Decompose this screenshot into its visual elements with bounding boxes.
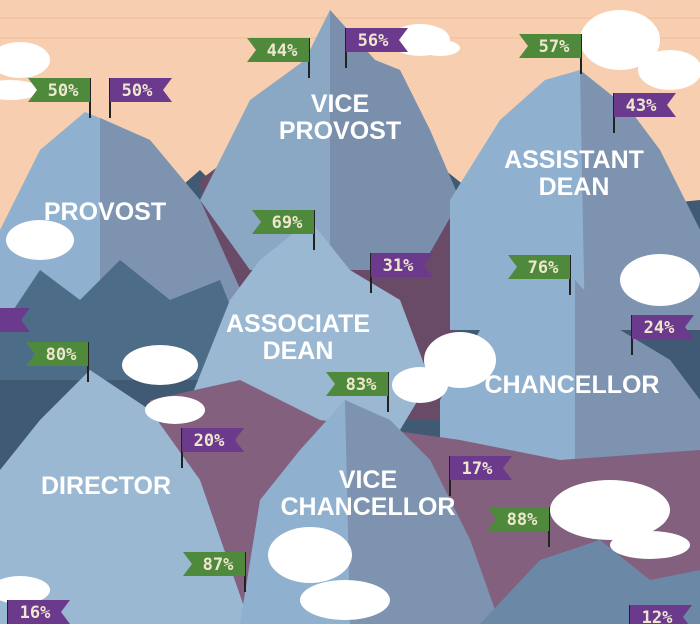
- peak-labels: PROVOSTVICEPROVOSTASSISTANTDEANASSOCIATE…: [41, 90, 660, 521]
- flag: 56%: [345, 28, 408, 68]
- flag-label: 56%: [358, 31, 389, 51]
- peak-label: DEAN: [539, 173, 610, 201]
- flag: 20%: [181, 428, 244, 468]
- flag: 57%: [519, 34, 582, 74]
- flag-banner: [28, 78, 90, 102]
- flag-label: 87%: [203, 555, 234, 575]
- flag: 87%: [183, 552, 246, 592]
- peak-label: PROVOST: [44, 198, 166, 226]
- flag-label: 43%: [626, 96, 657, 116]
- mountain-shade: [330, 10, 460, 270]
- flag-label: 88%: [507, 510, 538, 530]
- flag-banner: [519, 34, 581, 58]
- flag: 43%: [613, 93, 676, 133]
- peak-label: ASSOCIATE: [226, 310, 370, 338]
- flag-banner: [252, 210, 314, 234]
- flag-label: 83%: [346, 375, 377, 395]
- flag: 50%: [28, 78, 91, 118]
- flag-banner: [346, 28, 408, 52]
- flag-label: 76%: [528, 258, 559, 278]
- peak-label: ASSISTANT: [504, 146, 644, 174]
- flag: 88%: [487, 507, 550, 547]
- flag: 69%: [252, 210, 315, 250]
- flag: 76%: [508, 255, 571, 295]
- flag-label: 17%: [462, 459, 493, 479]
- flag-label: 50%: [48, 81, 79, 101]
- mountain-shade: [575, 280, 700, 480]
- peak-label: VICE: [311, 90, 369, 118]
- flag-banner: [183, 552, 245, 576]
- flag: 16%: [7, 600, 70, 624]
- flag-banner: [371, 253, 433, 277]
- flag: 12%: [629, 605, 692, 624]
- flags: 50% 50% 44% 56% 57% 43% 69% 31% 76% 24%% 80% 83% 20%…: [0, 28, 694, 624]
- flag-label: 50%: [122, 81, 153, 101]
- flag-label: 20%: [194, 431, 225, 451]
- flag-banner: [247, 38, 309, 62]
- flag: 50%: [109, 78, 172, 118]
- peak-label: PROVOST: [279, 117, 401, 145]
- flag-banner: [630, 605, 692, 624]
- ridge: [480, 540, 700, 624]
- flag-banner: [8, 600, 70, 624]
- clouds: [0, 10, 700, 620]
- flag: 80%: [26, 342, 89, 382]
- flag-banner: [110, 78, 172, 102]
- flag-label: 57%: [539, 37, 570, 57]
- flag: 44%: [247, 38, 310, 78]
- peak-label: DEAN: [263, 337, 334, 365]
- flag: 83%: [326, 372, 389, 412]
- flag-label: 69%: [272, 213, 303, 233]
- flag-label: 31%: [383, 256, 414, 276]
- flag-banner: [0, 308, 30, 332]
- flag-banner: [614, 93, 676, 117]
- flag-banner: [182, 428, 244, 452]
- flag: %: [0, 308, 30, 332]
- flag-banner: [326, 372, 388, 396]
- peak-label: DIRECTOR: [41, 472, 171, 500]
- flag-label: 12%: [642, 608, 673, 624]
- flag-label: 44%: [267, 41, 298, 61]
- flag-banner: [508, 255, 570, 279]
- flag: 24%: [631, 315, 694, 355]
- mountain-shade: [345, 400, 500, 624]
- flag-banner: [26, 342, 88, 366]
- peak-label: CHANCELLOR: [281, 493, 456, 521]
- flag-label: 24%: [644, 318, 675, 338]
- mountain: [0, 370, 250, 624]
- peak-label: VICE: [339, 466, 397, 494]
- flag-banner: [487, 507, 549, 531]
- peak-label: CHANCELLOR: [485, 371, 660, 399]
- flag-label: 80%: [46, 345, 77, 365]
- flag-banner: [632, 315, 694, 339]
- flag-banner: [450, 456, 512, 480]
- flag-label: 16%: [20, 603, 51, 623]
- flag: 31%: [370, 253, 433, 293]
- flag: 17%: [449, 456, 512, 496]
